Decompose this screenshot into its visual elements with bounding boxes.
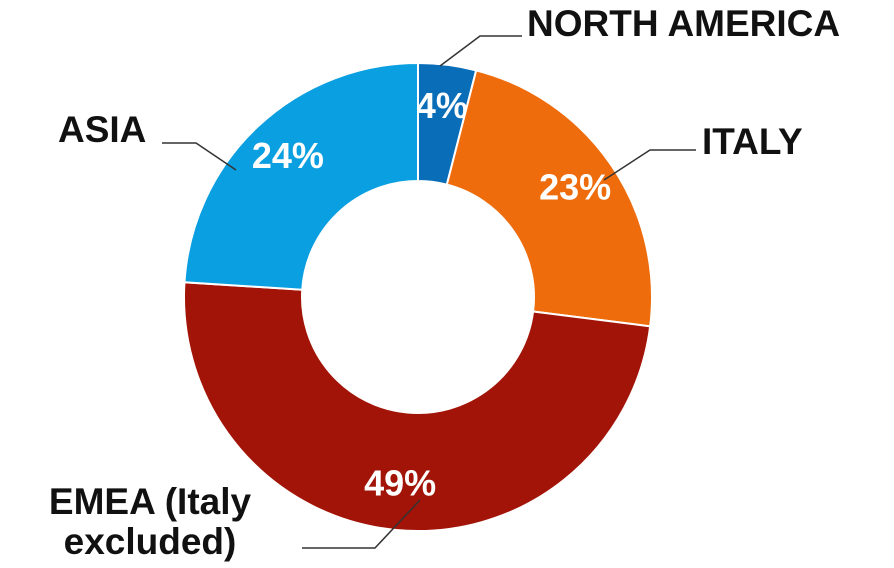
value-label: 23%	[539, 167, 611, 208]
category-label: ASIA	[58, 109, 147, 150]
value-label: 4%	[416, 85, 468, 126]
category-label: ITALY	[702, 121, 803, 162]
leader-line	[162, 142, 237, 171]
leader-line	[439, 35, 522, 67]
leader-line	[302, 499, 421, 549]
leader-line	[603, 149, 696, 181]
category-label: NORTH AMERICA	[527, 3, 841, 44]
slice	[183, 61, 419, 291]
slice	[445, 69, 653, 328]
category-label: EMEA (Italy excluded)	[48, 481, 252, 562]
value-label: 24%	[252, 135, 324, 176]
slice	[183, 281, 652, 532]
value-label: 49%	[364, 463, 436, 504]
